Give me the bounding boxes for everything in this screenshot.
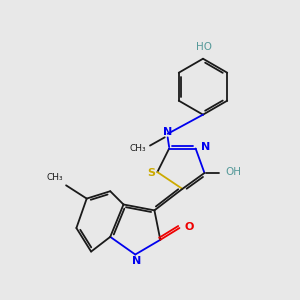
Text: N: N xyxy=(132,256,141,266)
Text: S: S xyxy=(147,168,155,178)
Text: CH₃: CH₃ xyxy=(46,173,63,182)
Text: HO: HO xyxy=(196,42,212,52)
Text: N: N xyxy=(201,142,210,152)
Text: CH₃: CH₃ xyxy=(130,144,146,153)
Text: N: N xyxy=(163,127,172,137)
Text: O: O xyxy=(185,222,194,232)
Text: OH: OH xyxy=(225,167,241,177)
